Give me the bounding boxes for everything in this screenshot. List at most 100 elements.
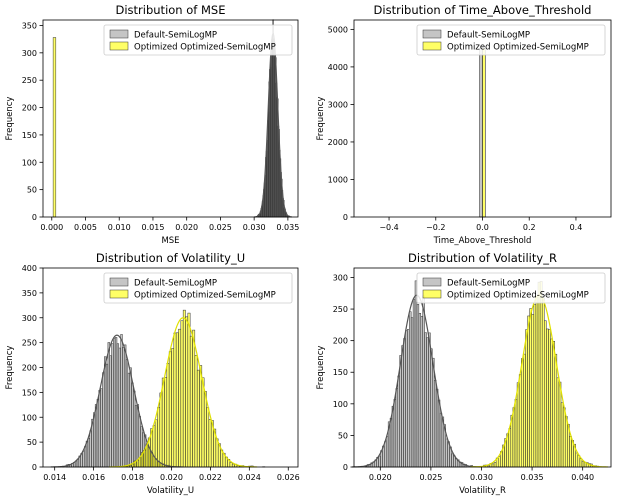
histogram-bar xyxy=(539,281,543,468)
legend-swatch xyxy=(422,41,442,51)
histogram-bar xyxy=(125,359,129,468)
y-tick-label: 5000 xyxy=(328,25,348,34)
chart-title: Distribution of MSE xyxy=(116,3,226,17)
histogram-bar xyxy=(523,353,526,468)
histogram-bar xyxy=(131,382,134,468)
histogram-bar xyxy=(414,280,418,468)
histogram-bar xyxy=(166,362,170,468)
histogram-bar xyxy=(556,377,560,468)
y-tick-label: 150 xyxy=(22,131,37,140)
x-tick-label: 0.2 xyxy=(523,223,536,232)
histogram-bar xyxy=(203,391,207,468)
histogram-bar xyxy=(389,417,393,468)
y-tick-label: 150 xyxy=(333,368,348,377)
histogram-bar xyxy=(581,461,585,468)
histogram-bar xyxy=(428,332,431,468)
histogram-bar xyxy=(159,392,163,468)
x-tick-label: 0.020 xyxy=(369,473,392,482)
y-axis-label: Frequency xyxy=(5,97,15,141)
histogram-bar xyxy=(107,342,110,468)
histogram-bar xyxy=(52,37,57,218)
histogram-bar xyxy=(508,428,512,468)
histogram-bar xyxy=(527,315,530,468)
histogram-bar xyxy=(122,347,125,468)
x-tick-label: 0.015 xyxy=(142,223,165,232)
x-tick-label: 0.022 xyxy=(199,473,222,482)
legend-swatch xyxy=(422,289,442,299)
histogram-bar xyxy=(579,458,583,468)
histogram-bar xyxy=(94,404,98,468)
legend-box xyxy=(103,24,293,56)
histogram-bar xyxy=(85,440,89,468)
legend: Default-SemiLogMP Optimized Optimized-Sem… xyxy=(416,272,606,304)
histogram-bar xyxy=(104,356,107,468)
histogram-bar xyxy=(422,295,425,468)
histogram-bar xyxy=(180,320,184,468)
histogram-bar xyxy=(401,345,404,468)
kde-line-1 xyxy=(50,334,184,468)
histogram-bar xyxy=(189,335,193,468)
histogram-bar xyxy=(416,303,420,468)
y-tick-label: 300 xyxy=(22,314,37,323)
histogram-bar xyxy=(493,462,497,468)
histogram-bar xyxy=(564,416,568,468)
histogram-bar xyxy=(521,358,524,468)
histogram-bar xyxy=(201,377,205,468)
legend-swatch xyxy=(109,289,129,299)
x-tick-label: 0.026 xyxy=(277,473,300,482)
y-tick-label: 0 xyxy=(343,213,348,222)
histogram-bar xyxy=(120,334,123,468)
y-tick-label: 50 xyxy=(338,431,348,440)
histogram-bar xyxy=(575,452,579,468)
y-tick-label: 350 xyxy=(22,289,37,298)
histogram-bar xyxy=(105,363,109,468)
histogram-bar xyxy=(116,343,120,468)
histogram-bar xyxy=(231,463,235,468)
histogram-bar xyxy=(192,329,196,468)
histogram-bar xyxy=(420,316,423,468)
legend-swatch xyxy=(109,41,129,51)
y-tick-label: 1000 xyxy=(328,175,348,184)
histogram-bar xyxy=(194,355,198,468)
histogram-bar xyxy=(229,462,233,468)
histogram-bar xyxy=(407,329,410,468)
histogram-bar xyxy=(206,407,210,468)
legend: Default-SemiLogMP Optimized Optimized-Sem… xyxy=(103,272,293,304)
legend-swatch xyxy=(422,277,442,287)
x-tick-label: 0.005 xyxy=(74,223,97,232)
axes-frame xyxy=(42,19,299,218)
histogram-bar xyxy=(569,436,572,468)
histogram-bar xyxy=(550,338,553,468)
histogram-bar xyxy=(409,311,412,468)
x-tick-label: −0.4 xyxy=(379,223,398,232)
histogram-bar xyxy=(410,317,414,468)
legend: Default-SemiLogMP Optimized Optimized-Sem… xyxy=(103,24,293,56)
histogram-bar xyxy=(185,316,189,468)
histogram-bar xyxy=(541,297,545,468)
x-axis-label: Time_Above_Threshold xyxy=(433,236,532,246)
histogram-bar xyxy=(393,399,397,468)
legend-label: Optimized Optimized-SemiLogMP xyxy=(134,291,276,301)
histogram-bar xyxy=(93,412,96,468)
legend-label: Default-SemiLogMP xyxy=(447,31,530,41)
x-tick-label: 0.000 xyxy=(40,223,63,232)
histogram-bar xyxy=(182,309,186,468)
histogram-bar xyxy=(397,375,400,468)
histogram-bar xyxy=(418,313,422,468)
legend: Default-SemiLogMP Optimized Optimized-Sem… xyxy=(416,24,606,56)
x-tick-label: 0.020 xyxy=(160,473,183,482)
y-tick-label: 400 xyxy=(22,264,37,273)
histogram-bar xyxy=(82,450,85,468)
legend-box xyxy=(416,24,606,56)
y-tick-label: 100 xyxy=(22,158,37,167)
histogram-bar xyxy=(98,390,101,468)
y-tick-label: 300 xyxy=(22,49,37,58)
histogram-bar xyxy=(514,398,518,468)
x-axis-label: Volatility_U xyxy=(147,486,194,496)
histogram-bar xyxy=(546,328,549,468)
x-tick-label: 0.025 xyxy=(419,473,442,482)
y-tick-label: 250 xyxy=(22,339,37,348)
legend-swatch xyxy=(109,29,129,39)
x-tick-label: 0.040 xyxy=(571,473,594,482)
histogram-bar xyxy=(395,388,399,468)
